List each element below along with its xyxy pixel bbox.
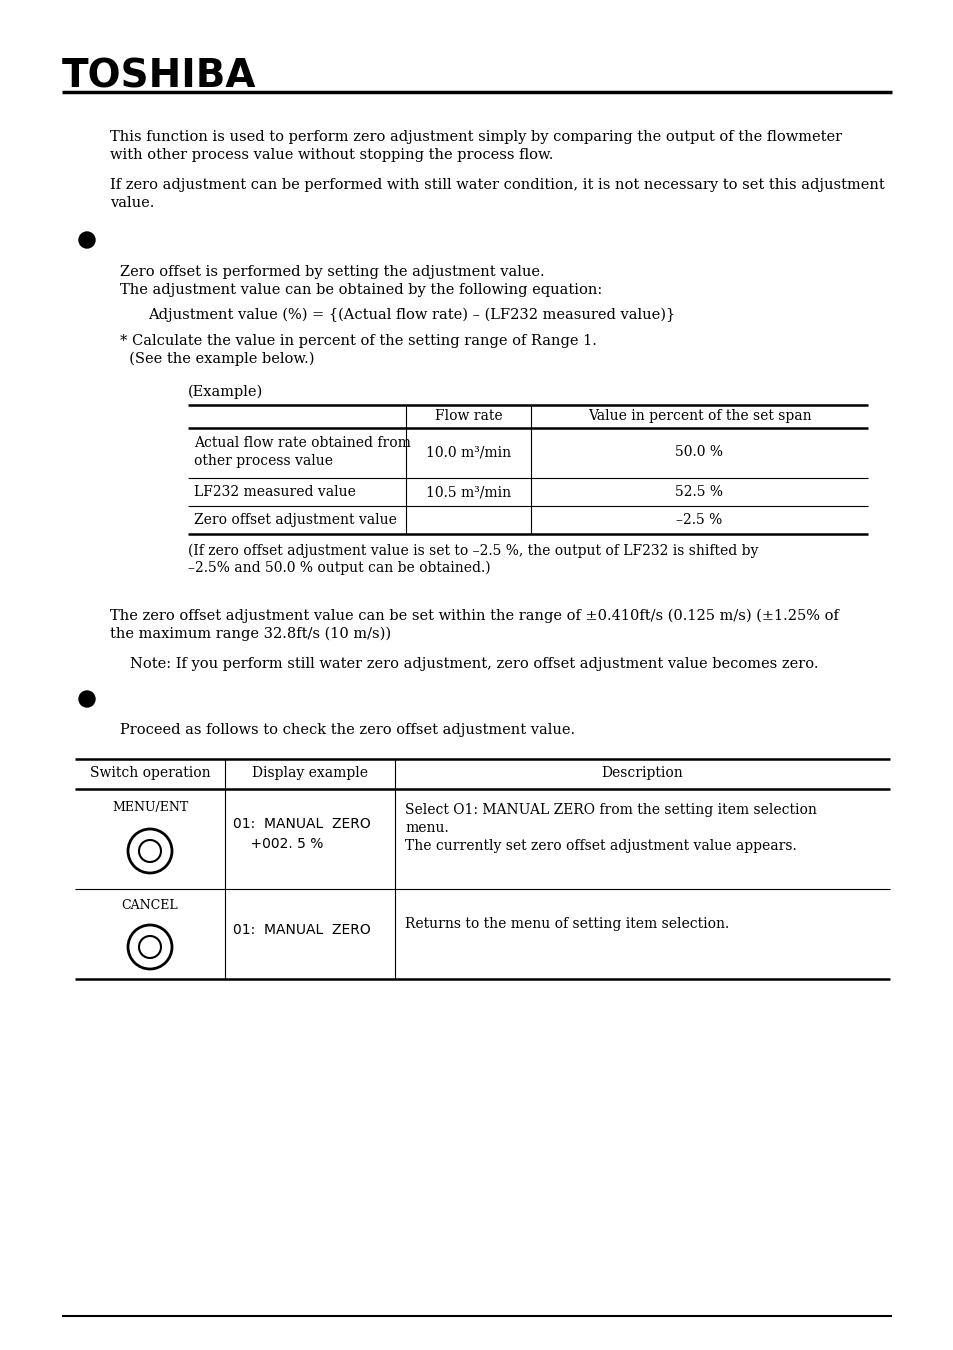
Text: 10.5 m³/min: 10.5 m³/min bbox=[425, 485, 511, 500]
Text: with other process value without stopping the process flow.: with other process value without stoppin… bbox=[110, 148, 553, 162]
Text: +002. 5 %: +002. 5 % bbox=[233, 837, 323, 850]
Text: Select O1: MANUAL ZERO from the setting item selection: Select O1: MANUAL ZERO from the setting … bbox=[405, 803, 816, 817]
Text: (If zero offset adjustment value is set to –2.5 %, the output of LF232 is shifte: (If zero offset adjustment value is set … bbox=[188, 544, 758, 559]
Text: Value in percent of the set span: Value in percent of the set span bbox=[587, 409, 810, 423]
Text: (Example): (Example) bbox=[188, 385, 263, 400]
Text: –2.5% and 50.0 % output can be obtained.): –2.5% and 50.0 % output can be obtained.… bbox=[188, 562, 490, 575]
Text: The zero offset adjustment value can be set within the range of ±0.410ft/s (0.12: The zero offset adjustment value can be … bbox=[110, 609, 838, 624]
Text: LF232 measured value: LF232 measured value bbox=[193, 485, 355, 500]
Text: If zero adjustment can be performed with still water condition, it is not necess: If zero adjustment can be performed with… bbox=[110, 178, 883, 192]
Text: –2.5 %: –2.5 % bbox=[676, 513, 721, 526]
Text: the maximum range 32.8ft/s (10 m/s)): the maximum range 32.8ft/s (10 m/s)) bbox=[110, 626, 391, 641]
Text: CANCEL: CANCEL bbox=[122, 899, 178, 913]
Text: 50.0 %: 50.0 % bbox=[675, 446, 722, 459]
Text: Flow rate: Flow rate bbox=[435, 409, 502, 423]
Text: value.: value. bbox=[110, 196, 154, 211]
Circle shape bbox=[79, 232, 95, 248]
Text: Note: If you perform still water zero adjustment, zero offset adjustment value b: Note: If you perform still water zero ad… bbox=[130, 657, 818, 671]
Text: This function is used to perform zero adjustment simply by comparing the output : This function is used to perform zero ad… bbox=[110, 130, 841, 144]
Text: Actual flow rate obtained from: Actual flow rate obtained from bbox=[193, 436, 411, 450]
Text: 01:  MANUAL  ZERO: 01: MANUAL ZERO bbox=[233, 923, 371, 937]
Text: Switch operation: Switch operation bbox=[90, 765, 210, 780]
Text: Zero offset adjustment value: Zero offset adjustment value bbox=[193, 513, 396, 526]
Text: 10.0 m³/min: 10.0 m³/min bbox=[425, 446, 511, 459]
Text: (See the example below.): (See the example below.) bbox=[120, 352, 314, 366]
Text: MENU/ENT: MENU/ENT bbox=[112, 801, 188, 814]
Text: The adjustment value can be obtained by the following equation:: The adjustment value can be obtained by … bbox=[120, 284, 601, 297]
Text: Returns to the menu of setting item selection.: Returns to the menu of setting item sele… bbox=[405, 917, 728, 932]
Text: 01:  MANUAL  ZERO: 01: MANUAL ZERO bbox=[233, 817, 371, 832]
Text: The currently set zero offset adjustment value appears.: The currently set zero offset adjustment… bbox=[405, 838, 796, 853]
Text: menu.: menu. bbox=[405, 821, 448, 836]
Text: other process value: other process value bbox=[193, 454, 333, 468]
Text: Description: Description bbox=[601, 765, 682, 780]
Text: Adjustment value (%) = {(Actual flow rate) – (LF232 measured value)}: Adjustment value (%) = {(Actual flow rat… bbox=[148, 308, 675, 323]
Text: 52.5 %: 52.5 % bbox=[675, 485, 722, 500]
Circle shape bbox=[79, 691, 95, 707]
Text: Zero offset is performed by setting the adjustment value.: Zero offset is performed by setting the … bbox=[120, 265, 544, 279]
Text: Display example: Display example bbox=[252, 765, 368, 780]
Text: Proceed as follows to check the zero offset adjustment value.: Proceed as follows to check the zero off… bbox=[120, 724, 575, 737]
Text: * Calculate the value in percent of the setting range of Range 1.: * Calculate the value in percent of the … bbox=[120, 333, 597, 348]
Text: TOSHIBA: TOSHIBA bbox=[62, 57, 256, 94]
